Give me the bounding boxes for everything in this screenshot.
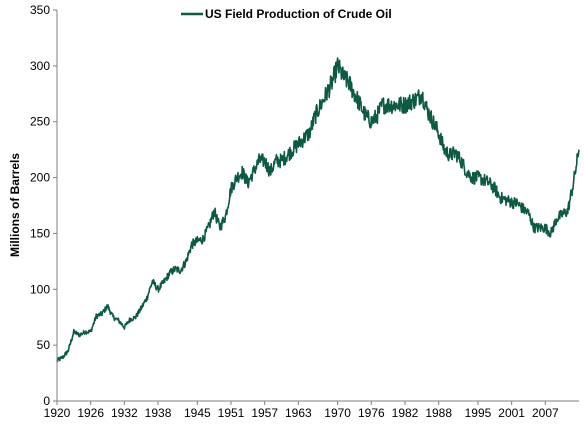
x-tick-label: 1951 xyxy=(218,406,245,420)
x-tick-label: 1976 xyxy=(358,406,385,420)
x-tick-label: 1963 xyxy=(285,406,312,420)
x-tick-label: 1957 xyxy=(251,406,278,420)
x-tick-label: 1926 xyxy=(77,406,104,420)
x-tick-label: 2007 xyxy=(532,406,559,420)
y-tick-label: 50 xyxy=(37,338,51,352)
y-tick-label: 150 xyxy=(30,226,50,240)
axes xyxy=(56,10,579,402)
y-tick-label: 200 xyxy=(30,171,50,185)
series-line xyxy=(56,57,580,363)
legend-label: US Field Production of Crude Oil xyxy=(205,7,392,21)
y-tick-label: 0 xyxy=(43,394,50,408)
legend: US Field Production of Crude Oil xyxy=(181,7,392,21)
y-tick-label: 350 xyxy=(30,3,50,17)
x-tick-label: 1920 xyxy=(44,406,71,420)
x-tick-label: 1995 xyxy=(465,406,492,420)
x-tick-label: 1945 xyxy=(184,406,211,420)
y-tick-label: 100 xyxy=(30,282,50,296)
x-ticks: 1920 1926 1932 1938 1945 1951 1957 1963 1970 1976… xyxy=(44,401,559,420)
y-axis-label: Millions of Barrels xyxy=(8,153,22,257)
x-tick-label: 1982 xyxy=(392,406,419,420)
x-tick-label: 2001 xyxy=(498,406,525,420)
y-tick-label: 250 xyxy=(30,115,50,129)
x-tick-label: 1938 xyxy=(145,406,172,420)
x-tick-label: 1970 xyxy=(324,406,351,420)
y-tick-label: 300 xyxy=(30,59,50,73)
y-ticks: 0 50 100 150 200 250 300 350 xyxy=(30,3,57,408)
x-tick-label: 1988 xyxy=(425,406,452,420)
series-layer xyxy=(56,57,580,363)
x-tick-label: 1932 xyxy=(111,406,138,420)
